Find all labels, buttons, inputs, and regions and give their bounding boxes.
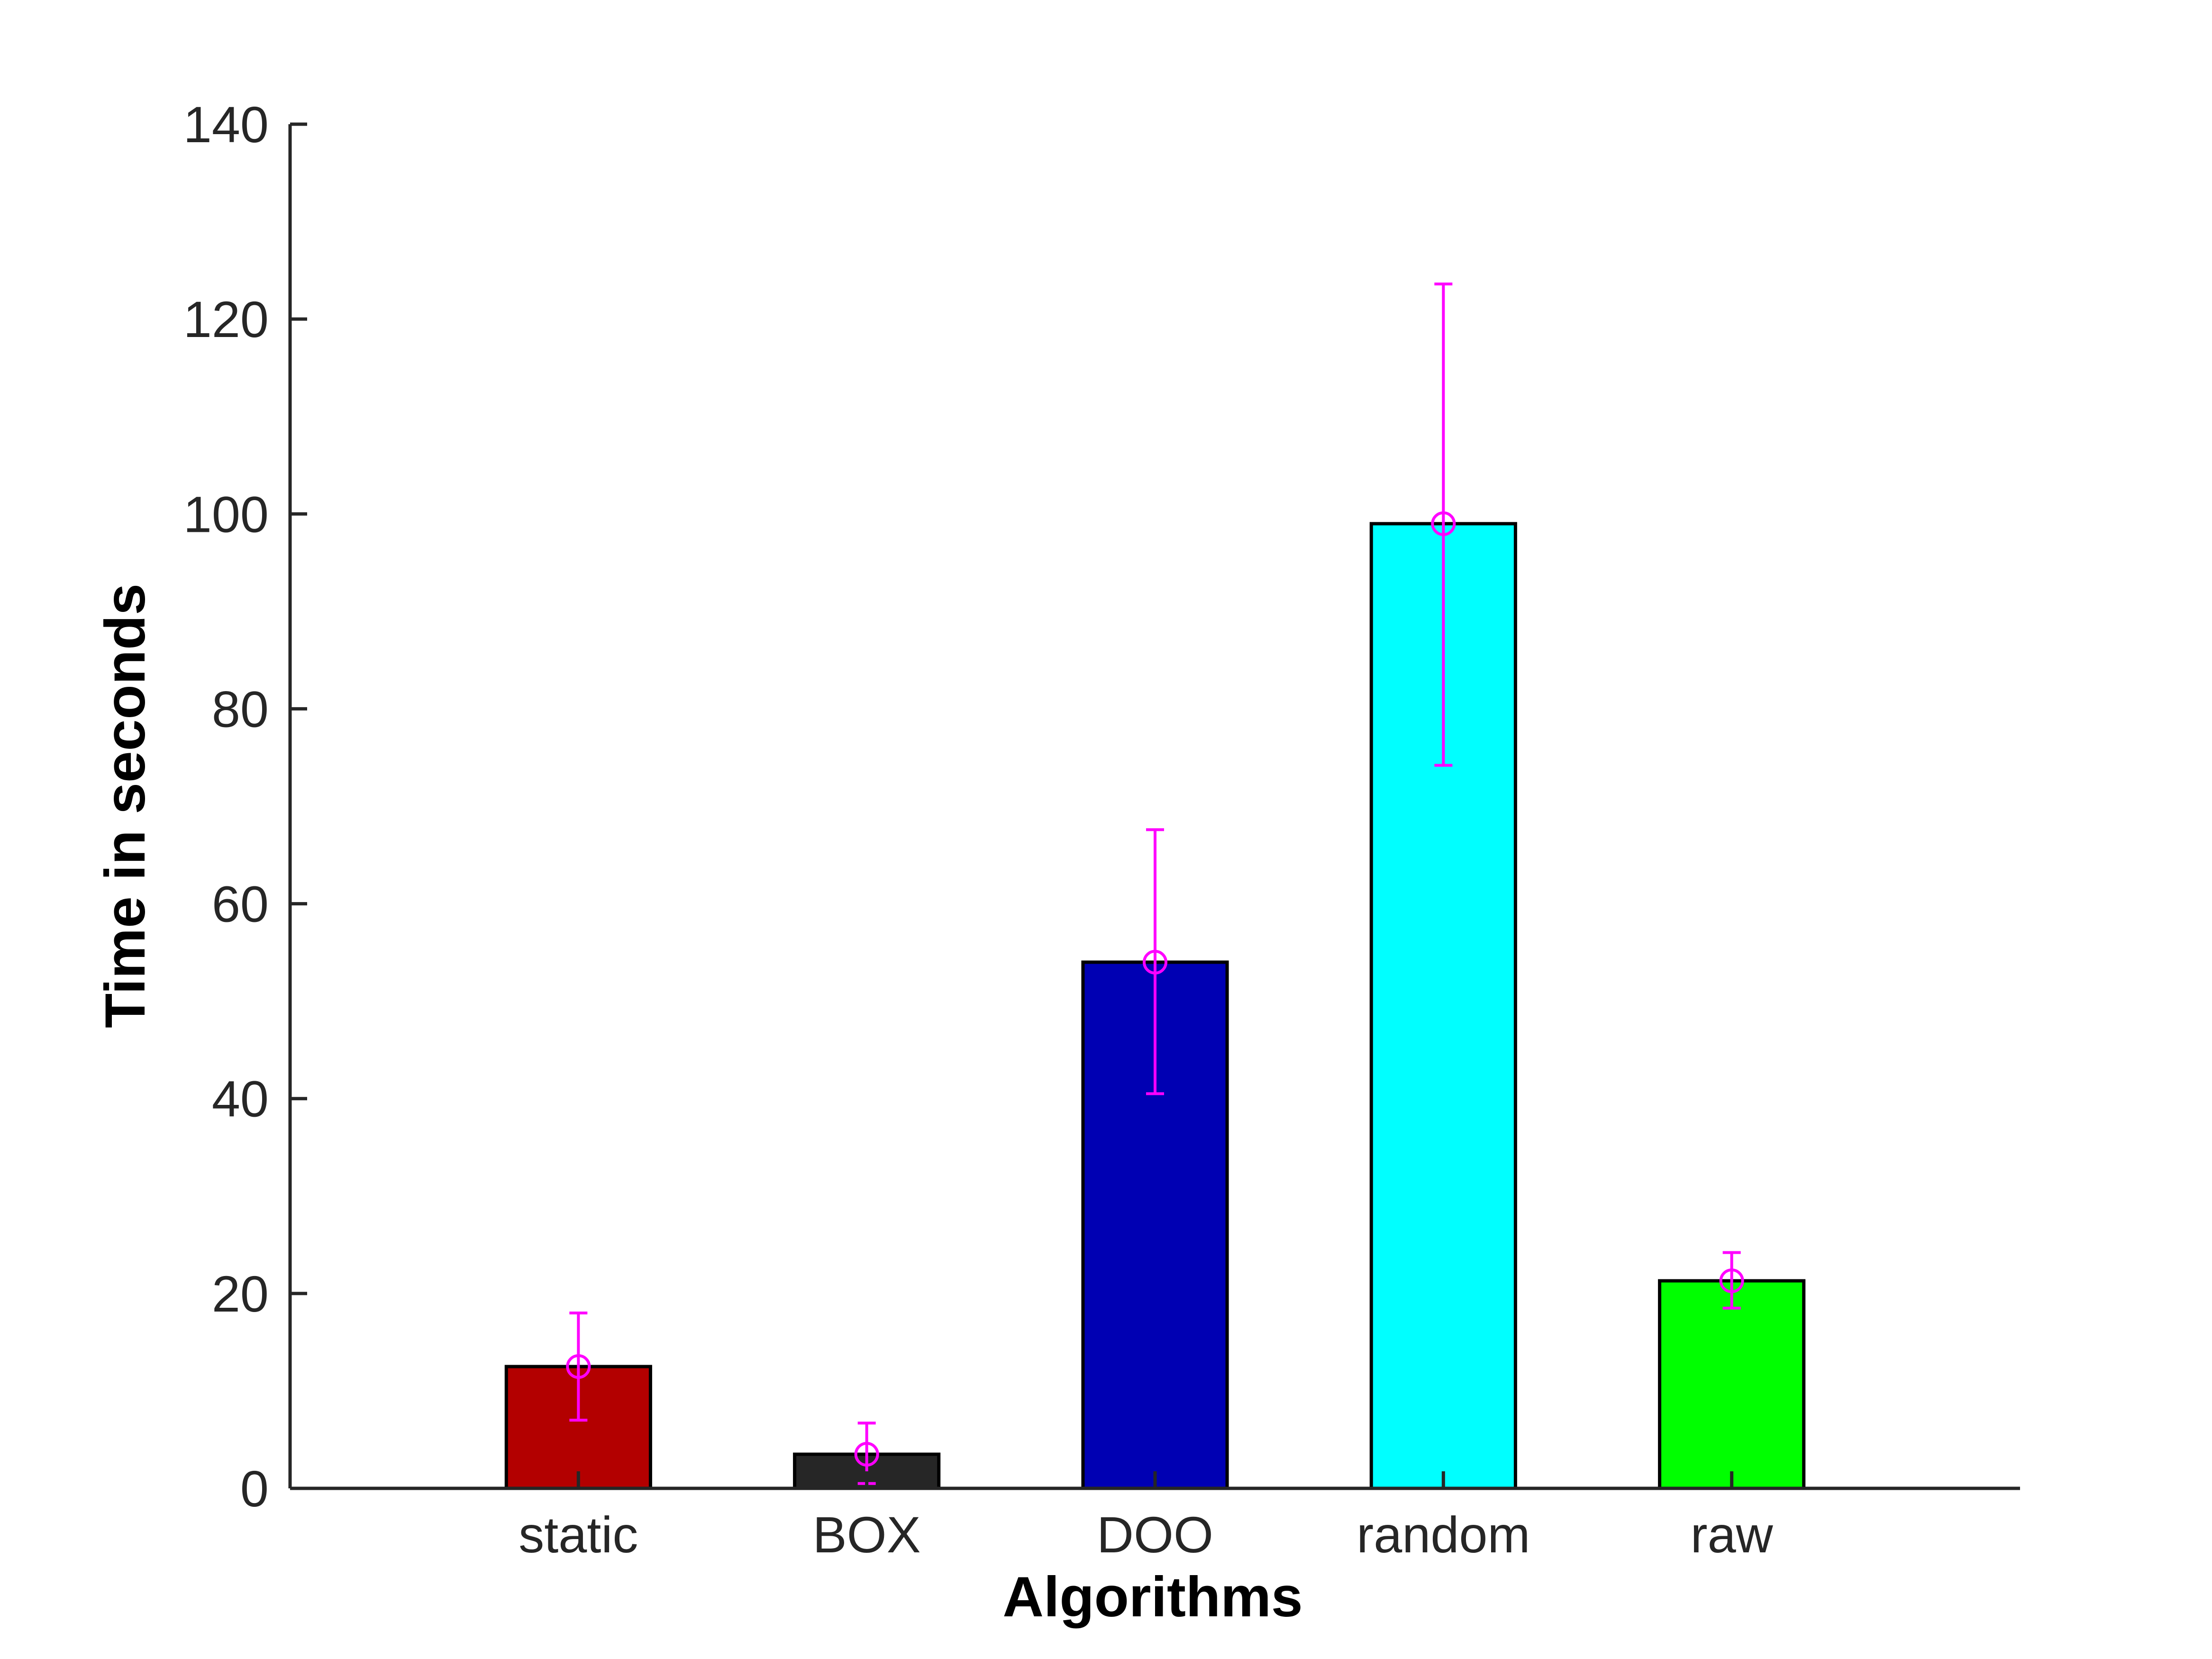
y-tick-label: 20 xyxy=(212,1265,269,1322)
x-tick-label-random: random xyxy=(1356,1506,1530,1563)
y-tick-label: 80 xyxy=(212,680,269,738)
y-ticks-layer: 0 20 40 60 80 100 120 140 xyxy=(183,96,307,1517)
mean-marker xyxy=(1719,1268,1744,1294)
y-tick-label: 120 xyxy=(183,291,269,348)
y-tick-label: 140 xyxy=(183,96,269,153)
x-tick-label-doo: DOO xyxy=(1097,1506,1213,1563)
error-bar-raw xyxy=(1719,1251,1744,1310)
y-tick-label: 100 xyxy=(183,485,269,543)
error-bar-random xyxy=(1431,283,1456,767)
y-tick-label: 0 xyxy=(240,1460,269,1517)
mean-marker xyxy=(1143,949,1167,975)
mean-marker xyxy=(1431,511,1456,536)
y-axis-title: Time in seconds xyxy=(93,583,157,1028)
y-tick-label: 40 xyxy=(212,1070,269,1128)
mean-marker xyxy=(854,1442,879,1467)
bar-raw xyxy=(1658,1279,1806,1490)
x-axis-title: Algorithms xyxy=(1002,1565,1302,1629)
error-bar-static xyxy=(566,1311,591,1422)
mean-marker xyxy=(566,1354,591,1379)
y-tick-label: 60 xyxy=(212,875,269,933)
x-tick-label-raw: raw xyxy=(1691,1506,1774,1563)
x-ticks-layer: static BOX DOO random raw xyxy=(519,1471,1774,1563)
error-bars-layer xyxy=(566,283,1744,1485)
x-tick-label-static: static xyxy=(519,1506,638,1563)
x-tick-label-box: BOX xyxy=(813,1506,921,1563)
error-bar-doo xyxy=(1143,828,1167,1095)
